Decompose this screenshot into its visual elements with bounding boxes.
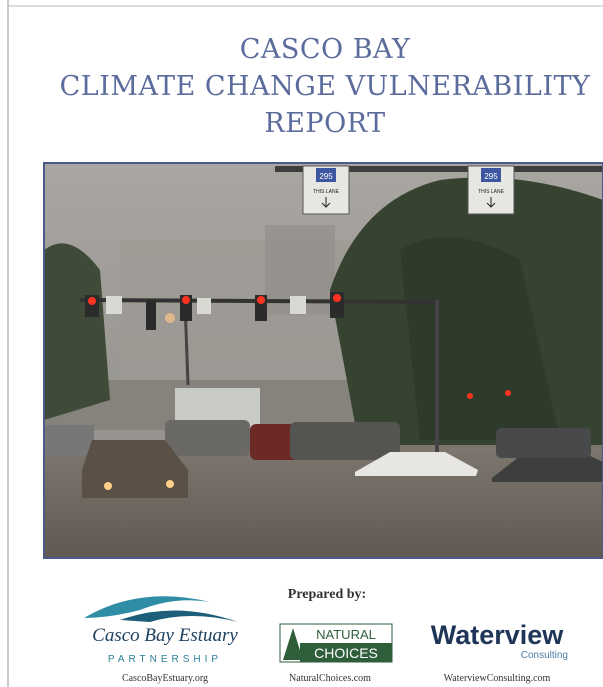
partner-subname: PARTNERSHIP [108,654,222,665]
sign-text: THIS LANE [313,189,340,195]
sign-text: THIS LANE [478,189,505,195]
title-line: REPORT [264,108,385,139]
prepared-by: Prepared by: [288,587,366,602]
sign-route: 295 [484,172,498,181]
partner-url: CascoBayEstuary.org [122,673,208,684]
cover-photo: 295 THIS LANE 295 THIS LANE [43,162,603,559]
title-line: CASCO BAY [240,34,411,65]
partner-name: Waterview [431,620,565,650]
partner-subname: CHOICES [314,645,378,661]
sign-route: 295 [319,172,333,181]
partner-subname: Consulting [521,650,568,661]
natural-choices-logo: NATURAL CHOICES [279,623,393,663]
waterview-logo: Waterview Consulting [431,620,568,661]
partner-name: NATURAL [316,627,376,642]
title-line: CLIMATE CHANGE VULNERABILITY [60,71,591,102]
highway-sign: 295 THIS LANE [302,165,350,215]
highway-sign: 295 THIS LANE [467,165,515,215]
partner-url: WaterviewConsulting.com [444,673,551,684]
cbep-logo: Casco Bay Estuary PARTNERSHIP [84,596,238,665]
partner-url: NaturalChoices.com [289,673,371,684]
partner-name: Casco Bay Estuary [92,625,238,646]
